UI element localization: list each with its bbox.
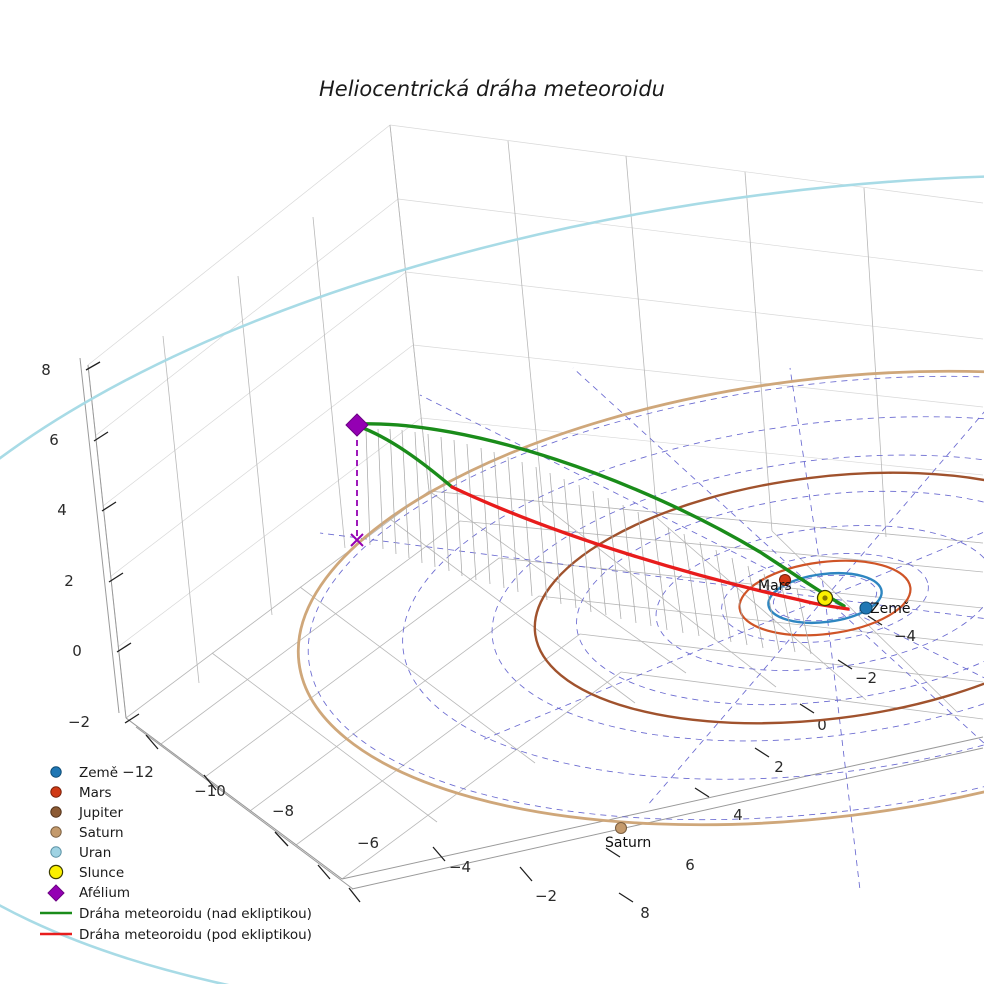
sun-marker-core (822, 595, 828, 601)
saturn-label: Saturn (605, 835, 651, 851)
x-axis-ticks: −12 −10 −8 −6 −4 −2 (122, 734, 557, 905)
legend-marker-sun (48, 864, 64, 880)
axis-spines (79, 357, 984, 890)
x-tick-label: −8 (272, 802, 294, 820)
x-tick-label: −6 (357, 834, 379, 852)
y-axis-ticks: 8 6 4 2 0 −2 −4 (605, 615, 916, 922)
aphelion-group (345, 413, 369, 547)
z-axis-ticks: 8 6 4 2 0 −2 (41, 361, 140, 731)
earth-marker (859, 601, 873, 615)
z-tick-label: 8 (41, 361, 51, 379)
earth-orbit (767, 571, 883, 625)
z-tick-label: 0 (72, 642, 82, 660)
legend-label-aphelion: Afélium (79, 885, 130, 901)
z-tick-label: 6 (49, 431, 59, 449)
y-tick-label: 8 (640, 904, 650, 922)
y-tick-label: −4 (894, 627, 916, 645)
polar-grid-overlay (307, 367, 984, 891)
x-tick-label: −12 (122, 763, 154, 781)
legend: Země Mars Jupiter Saturn Uran Slunce Afé… (40, 765, 312, 943)
axes-panes (87, 124, 984, 880)
x-tick-label: −10 (194, 782, 226, 800)
body-markers: Saturn Mars Země (605, 573, 910, 851)
y-tick-label: −2 (855, 669, 877, 687)
legend-label-jupiter: Jupiter (78, 805, 123, 821)
aphelion-diamond-marker (345, 413, 369, 437)
saturn-marker (614, 821, 628, 835)
legend-marker-mars (50, 786, 62, 798)
legend-label-sun: Slunce (79, 865, 124, 881)
uranus-orbit (0, 174, 984, 984)
jupiter-orbit (533, 471, 984, 725)
legend-marker-earth (50, 766, 62, 778)
legend-label-mars: Mars (79, 785, 112, 801)
planet-orbits (0, 174, 984, 984)
legend-marker-uranus (50, 846, 62, 858)
legend-label-saturn: Saturn (79, 825, 124, 841)
earth-label: Země (870, 601, 910, 617)
saturn-orbit (296, 369, 984, 827)
mars-label: Mars (758, 578, 792, 594)
y-tick-label: 4 (733, 806, 743, 824)
z-tick-label: 4 (57, 501, 67, 519)
legend-label-track-below: Dráha meteoroidu (pod ekliptikou) (79, 927, 312, 943)
z-tick-label: 2 (64, 572, 74, 590)
back-pane-grid (389, 124, 984, 544)
legend-marker-saturn (50, 826, 62, 838)
legend-marker-jupiter (50, 806, 62, 818)
legend-label-track-above: Dráha meteoroidu (nad ekliptikou) (79, 906, 312, 922)
trajectory-below-ecliptic-green-lead (356, 424, 454, 489)
x-tick-label: −4 (449, 858, 471, 876)
z-tick-label: −2 (68, 713, 90, 731)
trajectory-above-ecliptic (356, 422, 846, 608)
y-tick-label: 2 (774, 758, 784, 776)
page-title: Heliocentrická dráha meteoroidu (319, 77, 665, 101)
legend-label-uranus: Uran (79, 845, 111, 861)
x-tick-label: −2 (535, 887, 557, 905)
legend-label-earth: Země (79, 765, 118, 781)
mars-marker (778, 573, 792, 587)
trajectory-stem-lines (365, 428, 812, 655)
legend-marker-aphelion (47, 884, 65, 902)
y-tick-label: 6 (685, 856, 695, 874)
left-pane-grid (87, 124, 430, 719)
aphelion-projection-x-marker (350, 533, 364, 547)
y-tick-label: 0 (817, 716, 827, 734)
mars-orbit (738, 559, 912, 637)
